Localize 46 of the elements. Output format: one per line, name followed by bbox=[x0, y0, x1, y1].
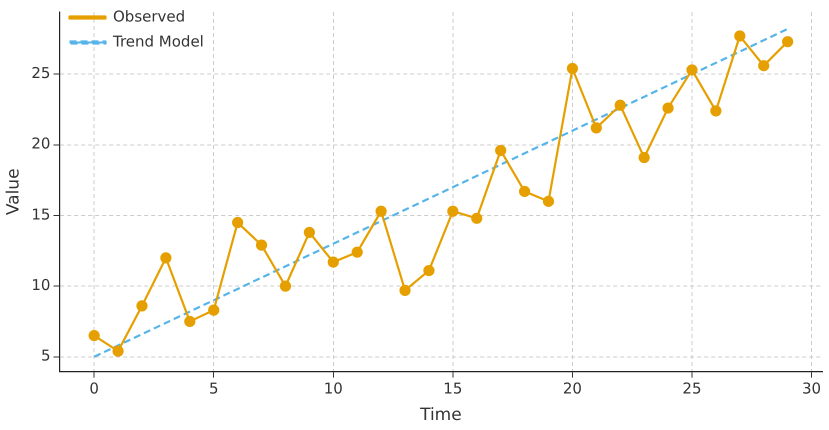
point bbox=[710, 105, 722, 117]
legend-label: Trend Model bbox=[112, 32, 204, 50]
y-tick-label: 20 bbox=[31, 134, 50, 153]
point bbox=[399, 284, 411, 296]
point bbox=[614, 100, 626, 111]
y-tick-label: 5 bbox=[40, 346, 50, 365]
point bbox=[328, 256, 339, 268]
point bbox=[256, 240, 268, 251]
x-axis-title: Time bbox=[419, 405, 462, 426]
point bbox=[758, 60, 770, 72]
point bbox=[208, 304, 220, 316]
point bbox=[495, 144, 506, 156]
point bbox=[566, 62, 578, 74]
point bbox=[136, 300, 148, 312]
x-tick-label: 10 bbox=[324, 379, 343, 398]
legend-label: Observed bbox=[112, 7, 186, 26]
x-tick-label: 15 bbox=[443, 379, 462, 398]
point bbox=[518, 186, 530, 198]
y-tick-label: 10 bbox=[31, 276, 50, 294]
point bbox=[88, 330, 100, 342]
point bbox=[782, 36, 794, 48]
x-tick-label: 20 bbox=[562, 379, 582, 398]
point bbox=[232, 216, 244, 228]
point bbox=[184, 316, 196, 328]
point bbox=[160, 252, 172, 264]
x-tick-label: 5 bbox=[208, 379, 218, 398]
point bbox=[662, 102, 674, 114]
point bbox=[447, 206, 458, 217]
point bbox=[686, 64, 698, 76]
point bbox=[542, 196, 554, 207]
x-tick-label: 30 bbox=[802, 379, 822, 398]
x-tick-label: 0 bbox=[89, 379, 99, 398]
y-tick-label: 25 bbox=[31, 64, 50, 82]
point bbox=[423, 264, 435, 276]
point bbox=[638, 152, 650, 164]
point bbox=[376, 206, 387, 217]
point bbox=[590, 122, 602, 134]
point bbox=[352, 246, 363, 258]
y-axis-title: Value bbox=[4, 168, 24, 216]
point bbox=[280, 280, 292, 292]
point bbox=[112, 346, 124, 357]
point bbox=[734, 30, 746, 42]
y-tick-label: 15 bbox=[31, 205, 50, 224]
point bbox=[471, 212, 482, 224]
point bbox=[304, 226, 315, 238]
x-tick-label: 25 bbox=[682, 379, 702, 398]
